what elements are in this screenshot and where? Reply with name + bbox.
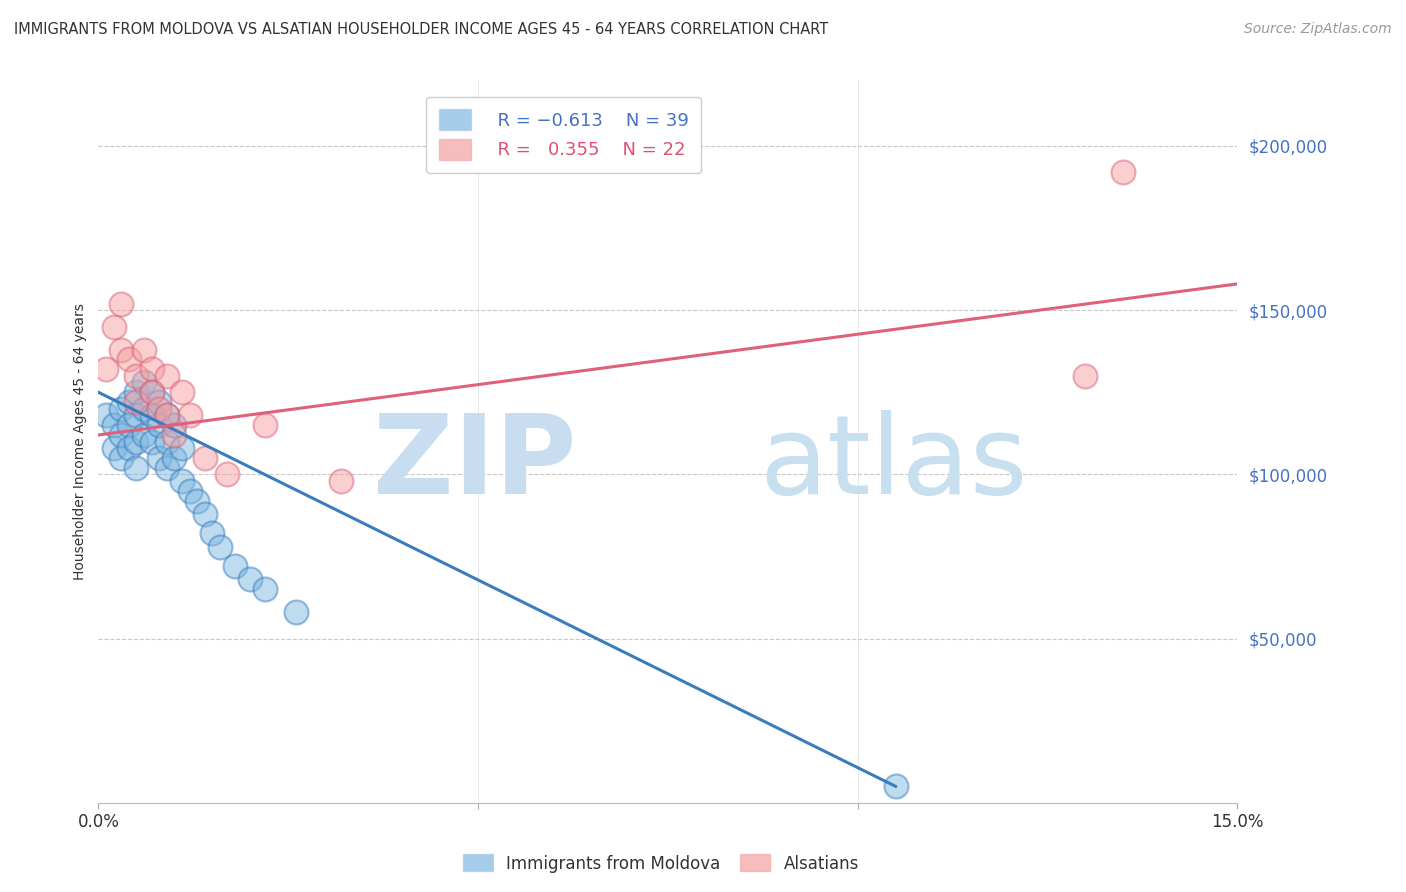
Point (1112, 165, 1135, 179)
Point (132, 428, 155, 442)
Point (284, 605, 307, 619)
Text: IMMIGRANTS FROM MOLDOVA VS ALSATIAN HOUSEHOLDER INCOME AGES 45 - 64 YEARS CORREL: IMMIGRANTS FROM MOLDOVA VS ALSATIAN HOUS… (14, 22, 828, 37)
Point (163, 418, 186, 433)
Point (118, 395, 141, 409)
Point (254, 582, 277, 597)
Point (148, 395, 170, 409)
Point (186, 493, 208, 508)
Text: Source: ZipAtlas.com: Source: ZipAtlas.com (1244, 22, 1392, 37)
Point (170, 441, 193, 455)
Text: atlas: atlas (759, 409, 1028, 516)
Point (156, 460, 179, 475)
Point (1074, 368, 1097, 383)
Point (156, 368, 179, 383)
Point (132, 343, 155, 357)
Point (254, 418, 277, 433)
Point (156, 409, 179, 423)
Point (141, 385, 163, 400)
Point (217, 467, 239, 482)
Point (148, 401, 170, 416)
Point (148, 418, 170, 433)
Point (170, 474, 193, 488)
Point (179, 409, 201, 423)
Point (110, 296, 132, 310)
Point (110, 401, 132, 416)
Point (110, 343, 132, 357)
Point (179, 483, 201, 498)
Point (125, 434, 148, 449)
Point (118, 441, 141, 455)
Point (118, 418, 141, 433)
Point (94, 362, 117, 376)
Point (148, 450, 170, 465)
Point (132, 376, 155, 390)
Point (224, 559, 246, 574)
Point (141, 385, 163, 400)
Point (110, 450, 132, 465)
Point (163, 428, 186, 442)
Point (208, 540, 231, 554)
Point (110, 428, 132, 442)
Point (156, 409, 179, 423)
Point (125, 460, 148, 475)
Point (170, 385, 193, 400)
Point (125, 368, 148, 383)
Point (330, 474, 353, 488)
Point (125, 385, 148, 400)
Legend: Immigrants from Moldova, Alsatians: Immigrants from Moldova, Alsatians (456, 847, 866, 880)
Point (103, 441, 125, 455)
Point (163, 450, 186, 465)
Point (94, 409, 117, 423)
Legend:   R = −0.613    N = 39,   R =   0.355    N = 22: R = −0.613 N = 39, R = 0.355 N = 22 (426, 96, 702, 172)
Point (103, 319, 125, 334)
Point (884, 780, 907, 794)
Point (125, 409, 148, 423)
Point (125, 395, 148, 409)
Point (201, 526, 224, 541)
Point (132, 401, 155, 416)
Point (141, 409, 163, 423)
Y-axis label: Householder Income Ages 45 - 64 years: Householder Income Ages 45 - 64 years (73, 303, 87, 580)
Text: ZIP: ZIP (374, 409, 576, 516)
Point (141, 362, 163, 376)
Point (118, 352, 141, 367)
Point (103, 418, 125, 433)
Point (194, 507, 217, 521)
Point (156, 434, 179, 449)
Point (194, 450, 217, 465)
Point (141, 434, 163, 449)
Point (239, 573, 262, 587)
